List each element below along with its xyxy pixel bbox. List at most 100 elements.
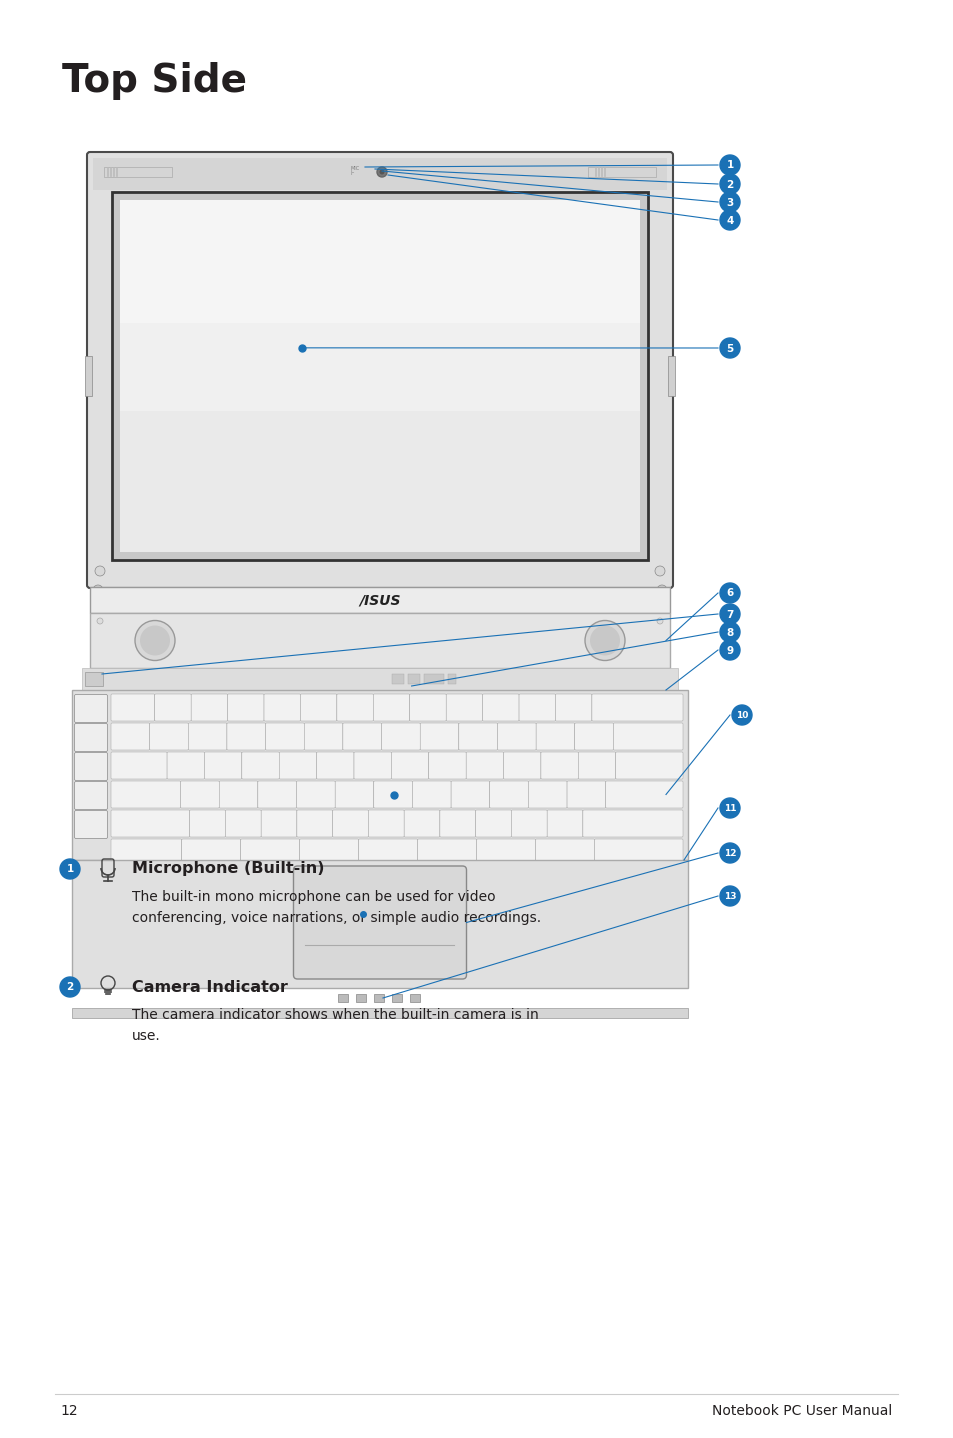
Circle shape (657, 618, 662, 624)
FancyBboxPatch shape (316, 752, 354, 779)
FancyBboxPatch shape (417, 838, 476, 866)
FancyBboxPatch shape (605, 781, 682, 808)
FancyBboxPatch shape (150, 723, 188, 751)
Text: /ISUS: /ISUS (359, 594, 400, 608)
FancyBboxPatch shape (111, 695, 154, 720)
Text: Notebook PC User Manual: Notebook PC User Manual (711, 1403, 891, 1418)
Bar (71, 690, 687, 860)
Circle shape (720, 843, 740, 863)
Bar (82, 669, 678, 690)
FancyBboxPatch shape (190, 810, 225, 837)
FancyBboxPatch shape (582, 810, 682, 837)
Bar (447, 674, 456, 684)
FancyBboxPatch shape (296, 781, 335, 808)
FancyBboxPatch shape (428, 752, 466, 779)
Circle shape (657, 585, 666, 595)
Bar (104, 167, 172, 177)
Bar (410, 994, 419, 1002)
FancyBboxPatch shape (536, 723, 574, 751)
Bar (667, 357, 675, 395)
FancyBboxPatch shape (74, 781, 108, 810)
FancyBboxPatch shape (547, 810, 582, 837)
Text: Microphone (Built-in): Microphone (Built-in) (132, 861, 324, 877)
FancyBboxPatch shape (574, 723, 613, 751)
FancyBboxPatch shape (335, 781, 374, 808)
Circle shape (584, 621, 624, 660)
FancyBboxPatch shape (373, 695, 410, 720)
Bar (374, 994, 384, 1002)
FancyBboxPatch shape (615, 752, 682, 779)
Bar (120, 200, 639, 552)
Bar (587, 167, 656, 177)
FancyBboxPatch shape (182, 838, 240, 866)
FancyBboxPatch shape (167, 752, 204, 779)
Bar (407, 674, 419, 684)
FancyBboxPatch shape (511, 810, 547, 837)
FancyBboxPatch shape (368, 810, 404, 837)
Circle shape (720, 174, 740, 194)
FancyBboxPatch shape (261, 810, 296, 837)
Circle shape (720, 886, 740, 906)
FancyBboxPatch shape (358, 838, 417, 866)
FancyBboxPatch shape (240, 838, 299, 866)
Text: 4: 4 (725, 216, 733, 226)
FancyBboxPatch shape (180, 781, 219, 808)
Text: Top Side: Top Side (62, 62, 247, 101)
FancyBboxPatch shape (294, 866, 466, 979)
Circle shape (720, 193, 740, 211)
FancyBboxPatch shape (446, 695, 482, 720)
FancyBboxPatch shape (613, 723, 682, 751)
FancyBboxPatch shape (410, 695, 446, 720)
FancyBboxPatch shape (476, 810, 511, 837)
FancyBboxPatch shape (419, 723, 458, 751)
Circle shape (140, 626, 170, 656)
Circle shape (60, 976, 80, 997)
FancyBboxPatch shape (374, 781, 412, 808)
FancyBboxPatch shape (87, 152, 672, 588)
Text: 3: 3 (725, 197, 733, 207)
FancyBboxPatch shape (466, 752, 503, 779)
FancyBboxPatch shape (74, 811, 108, 838)
Circle shape (720, 210, 740, 230)
FancyBboxPatch shape (354, 752, 391, 779)
FancyBboxPatch shape (264, 695, 300, 720)
FancyBboxPatch shape (412, 781, 451, 808)
Text: 1: 1 (725, 161, 733, 171)
Bar (391, 674, 403, 684)
FancyBboxPatch shape (111, 723, 150, 751)
Text: 8: 8 (725, 627, 733, 637)
FancyBboxPatch shape (228, 695, 264, 720)
FancyBboxPatch shape (381, 723, 419, 751)
FancyBboxPatch shape (476, 838, 535, 866)
FancyBboxPatch shape (296, 810, 333, 837)
Circle shape (720, 582, 740, 603)
FancyBboxPatch shape (591, 695, 682, 720)
FancyBboxPatch shape (227, 723, 265, 751)
FancyBboxPatch shape (265, 723, 304, 751)
Text: 9: 9 (725, 646, 733, 656)
Bar (337, 994, 348, 1002)
Circle shape (589, 626, 619, 656)
FancyBboxPatch shape (535, 838, 594, 866)
FancyBboxPatch shape (391, 752, 428, 779)
Text: 2: 2 (725, 180, 733, 190)
FancyBboxPatch shape (458, 723, 497, 751)
Text: 10: 10 (735, 710, 747, 720)
FancyBboxPatch shape (219, 781, 257, 808)
Circle shape (655, 567, 664, 577)
Circle shape (720, 604, 740, 624)
Bar (85, 357, 91, 395)
Bar (120, 200, 639, 324)
Text: 1: 1 (67, 864, 73, 874)
Circle shape (720, 640, 740, 660)
Text: 12: 12 (723, 848, 736, 858)
FancyBboxPatch shape (242, 752, 279, 779)
Circle shape (720, 155, 740, 175)
Circle shape (376, 167, 387, 177)
Text: Camera Indicator: Camera Indicator (132, 979, 288, 995)
FancyBboxPatch shape (304, 723, 342, 751)
Circle shape (92, 585, 103, 595)
FancyBboxPatch shape (279, 752, 316, 779)
FancyBboxPatch shape (299, 838, 358, 866)
Bar (392, 994, 401, 1002)
